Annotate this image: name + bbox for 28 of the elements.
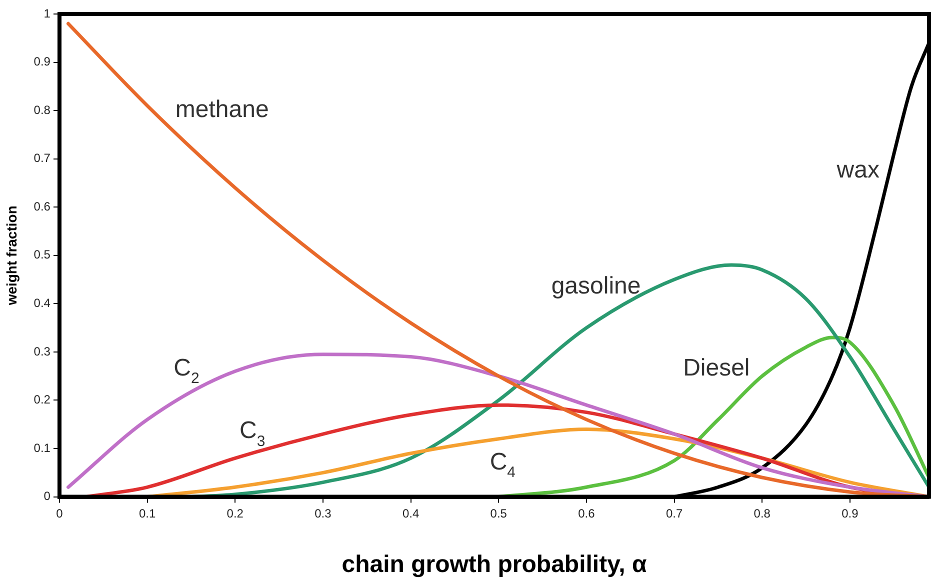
x-tick-label: 0: [56, 506, 64, 520]
x-axis-title: chain growth probability, α: [342, 551, 647, 578]
x-tick-label: 0.2: [226, 506, 244, 520]
x-tick-label: 0.5: [490, 506, 508, 520]
y-tick-label: 0.4: [34, 296, 51, 310]
x-tick-label: 0.9: [842, 506, 859, 520]
x-tick-label: 0.3: [314, 506, 332, 520]
y-tick-label: 0.9: [34, 54, 51, 69]
x-tick-label: 0.4: [402, 506, 420, 520]
y-tick-label: 0.8: [34, 102, 51, 117]
line-series: [66, 352, 929, 497]
x-tick-label: 0.6: [578, 506, 596, 520]
x-tick-label: 0.1: [138, 506, 156, 520]
series-label: gasoline: [551, 272, 641, 300]
x-tick-label: 0.8: [754, 506, 771, 520]
y-tick-label: 0.5: [34, 248, 51, 262]
y-tick-label: 1: [44, 6, 51, 20]
y-tick-label: 0.1: [34, 440, 51, 455]
y-tick-label: 0.3: [34, 344, 51, 358]
y-tick-label: 0.6: [34, 199, 51, 214]
y-tick-label: 0: [44, 489, 51, 504]
series-label: methane: [175, 96, 269, 124]
series-label: Diesel: [683, 354, 750, 382]
y-tick-label: 0.7: [34, 151, 51, 166]
y-tick-label: 0.2: [34, 392, 51, 407]
y-axis-title: weight fraction: [3, 206, 20, 306]
series-label: wax: [836, 156, 880, 184]
x-tick-label: 0.7: [666, 506, 683, 520]
